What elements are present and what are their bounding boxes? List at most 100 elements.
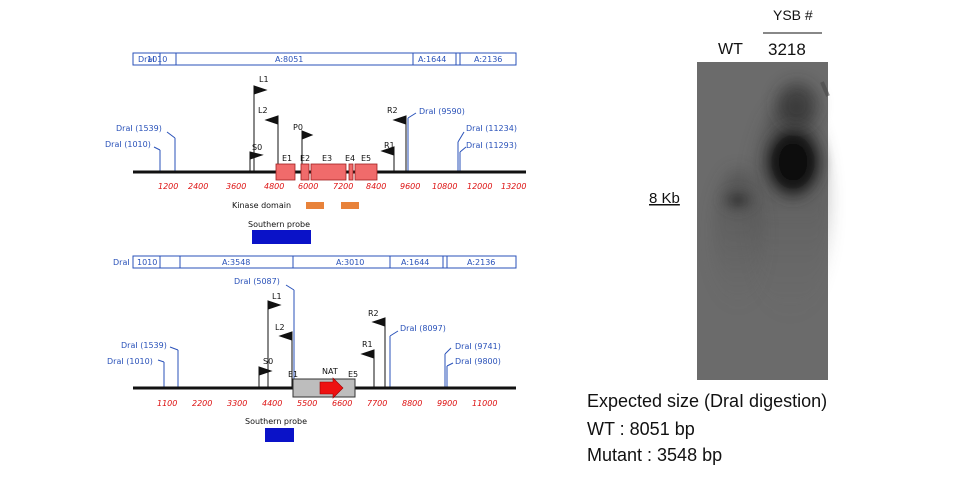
probe-label: Southern probe [248,220,310,229]
exon-label: E5 [348,370,358,379]
scale-tick-label: 1100 [157,399,177,408]
scale-tick-label: 9900 [437,399,457,408]
mut-drai-sites: DraI (5087) DraI (1539) DraI (1010) DraI… [107,277,501,388]
exon-box [310,163,347,181]
scale-tick-label: 9600 [400,182,420,191]
drai-site-label: DraI (1010) [107,357,153,366]
southern-blot: WT YSB # 3218 8 Kb [649,7,830,380]
drai-site-label: DraI (5087) [234,277,280,286]
mutant-map: DraI 1010 A:3548 A:3010 A:1644 A:2136 Dr… [107,255,517,442]
wt-band [716,184,760,216]
probe-label: Southern probe [245,417,307,426]
primer-label: L2 [258,106,268,115]
wt-primer-labels: L1 L2 P0 S0 R2 R1 [252,75,398,152]
fragment-label: A:1644 [401,258,429,267]
lane-label-mutant: 3218 [768,40,806,59]
fragment-label: A:3010 [336,258,364,267]
mut-primers [258,300,386,388]
nat-label: NAT [322,367,338,376]
primer-label: P0 [293,123,303,132]
exon-box [354,163,378,181]
primer-label: S0 [252,143,262,152]
drai-site-label: DraI (9800) [455,357,501,366]
scale-tick-label: 10800 [432,182,457,191]
primer-label: R2 [387,106,398,115]
scale-tick-label: 11000 [472,399,497,408]
kinase-domain-label: Kinase domain [232,201,291,210]
fragment-label: A:3548 [222,258,250,267]
scale-tick-label: 7200 [333,182,353,191]
scale-tick-label: 5500 [297,399,317,408]
scale-tick-label: 6000 [298,182,318,191]
exon-box [300,163,310,181]
expected-mutant: Mutant : 3548 bp [587,445,722,465]
fragment-label: 1010 [147,55,167,64]
lane-header: YSB # [773,7,813,23]
scale-tick-label: 7700 [367,399,387,408]
fragment-label: A:2136 [474,55,502,64]
wt-drai-sites: DraI (1539) DraI (1010) DraI (9590) DraI… [105,107,517,172]
scale-tick-label: 8800 [402,399,422,408]
mut-southern-probe: Southern probe [245,417,307,442]
exon-box [275,163,296,181]
expected-sizes: Expected size (DraI digestion) WT : 8051… [587,391,827,465]
primer-label: S0 [263,357,273,366]
drai-site-label: DraI (11234) [466,124,517,133]
fragment-label: A:2136 [467,258,495,267]
drai-site-label: DraI (1539) [121,341,167,350]
exon-label: E1 [288,370,298,379]
scale-tick-label: 13200 [501,182,526,191]
primer-label: R1 [362,340,373,349]
scale-tick-label: 12000 [467,182,492,191]
wt-southern-probe: Southern probe [248,220,311,244]
primer-label: L1 [272,292,282,301]
nat-cassette: NAT E1 E5 [288,367,358,399]
scale-tick-label: 8400 [366,182,386,191]
fragment-label: A:8051 [275,55,303,64]
wt-map: DraI 1010 A:8051 A:1644 A:2136 DraI (153… [105,52,526,244]
primer-label: L1 [259,75,269,84]
exon-label: E4 [345,154,355,163]
scale-tick-label: 3300 [227,399,247,408]
drai-site-label: DraI (11293) [466,141,517,150]
exon-box [348,163,354,181]
wt-primers [249,85,407,172]
expected-title: Expected size (DraI digestion) [587,391,827,411]
mut-primer-labels: L1 L2 S0 R2 R1 [263,292,379,366]
fragment-label: DraI [113,258,130,267]
mutant-band [758,118,828,206]
scale-tick-label: 4800 [264,182,284,191]
scale-tick-label: 1200 [158,182,178,191]
fragment-label: 1010 [137,258,157,267]
nat-arrow-icon [319,377,344,399]
primer-label: L2 [275,323,285,332]
probe-box [265,428,294,442]
scale-tick-label: 2400 [188,182,208,191]
expected-wt: WT : 8051 bp [587,419,695,439]
primer-label: R1 [384,141,395,150]
drai-site-label: DraI (1010) [105,140,151,149]
mut-scale: 1100 2200 3300 4400 5500 6600 7700 8800 … [157,399,497,408]
scale-tick-label: 6600 [332,399,352,408]
probe-box [252,230,311,244]
drai-site-label: DraI (8097) [400,324,446,333]
mut-fragment-bar: DraI 1010 A:3548 A:3010 A:1644 A:2136 [113,255,517,269]
drai-site-label: DraI (9741) [455,342,501,351]
primer-label: R2 [368,309,379,318]
exon-label: E3 [322,154,332,163]
exon-label: E5 [361,154,371,163]
exon-label: E2 [300,154,310,163]
exon-label: E1 [282,154,292,163]
scale-tick-label: 4400 [262,399,282,408]
edge-artifact [820,81,830,97]
wt-fragment-bar: DraI 1010 A:8051 A:1644 A:2136 [132,52,517,66]
fragment-label: DraI [138,55,155,64]
size-marker-label: 8 Kb [649,190,680,207]
lane-label-wt: WT [718,41,743,58]
kinase-domain: Kinase domain [232,201,359,210]
scale-tick-label: 2200 [192,399,212,408]
drai-site-label: DraI (1539) [116,124,162,133]
wt-scale: 1200 2400 3600 4800 6000 7200 8400 9600 … [158,182,526,191]
wt-exons [275,163,378,181]
